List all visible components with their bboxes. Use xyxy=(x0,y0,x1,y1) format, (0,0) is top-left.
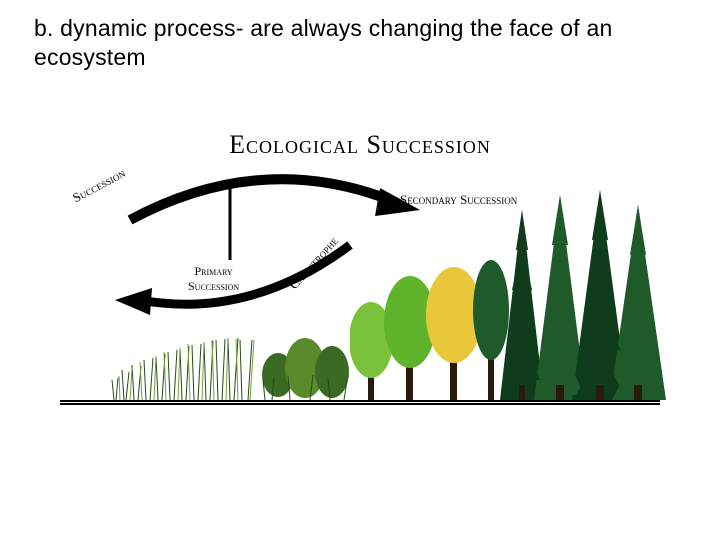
stage-shrubs xyxy=(260,320,350,400)
catastrophe-arrow-head xyxy=(115,288,152,315)
diagram-title: Ecological Succession xyxy=(229,130,491,160)
stage-grass xyxy=(110,330,260,400)
slide-heading: b. dynamic process- are always changing … xyxy=(34,14,674,72)
stage-young-trees xyxy=(350,240,510,400)
label-primary: Primary Succession xyxy=(188,264,239,294)
stage-mature-trees xyxy=(500,190,670,400)
succession-arrow xyxy=(130,179,390,220)
succession-diagram: Ecological Succession Succession Seconda… xyxy=(60,130,660,430)
ground-line xyxy=(60,400,660,402)
slide-page: b. dynamic process- are always changing … xyxy=(0,0,720,540)
